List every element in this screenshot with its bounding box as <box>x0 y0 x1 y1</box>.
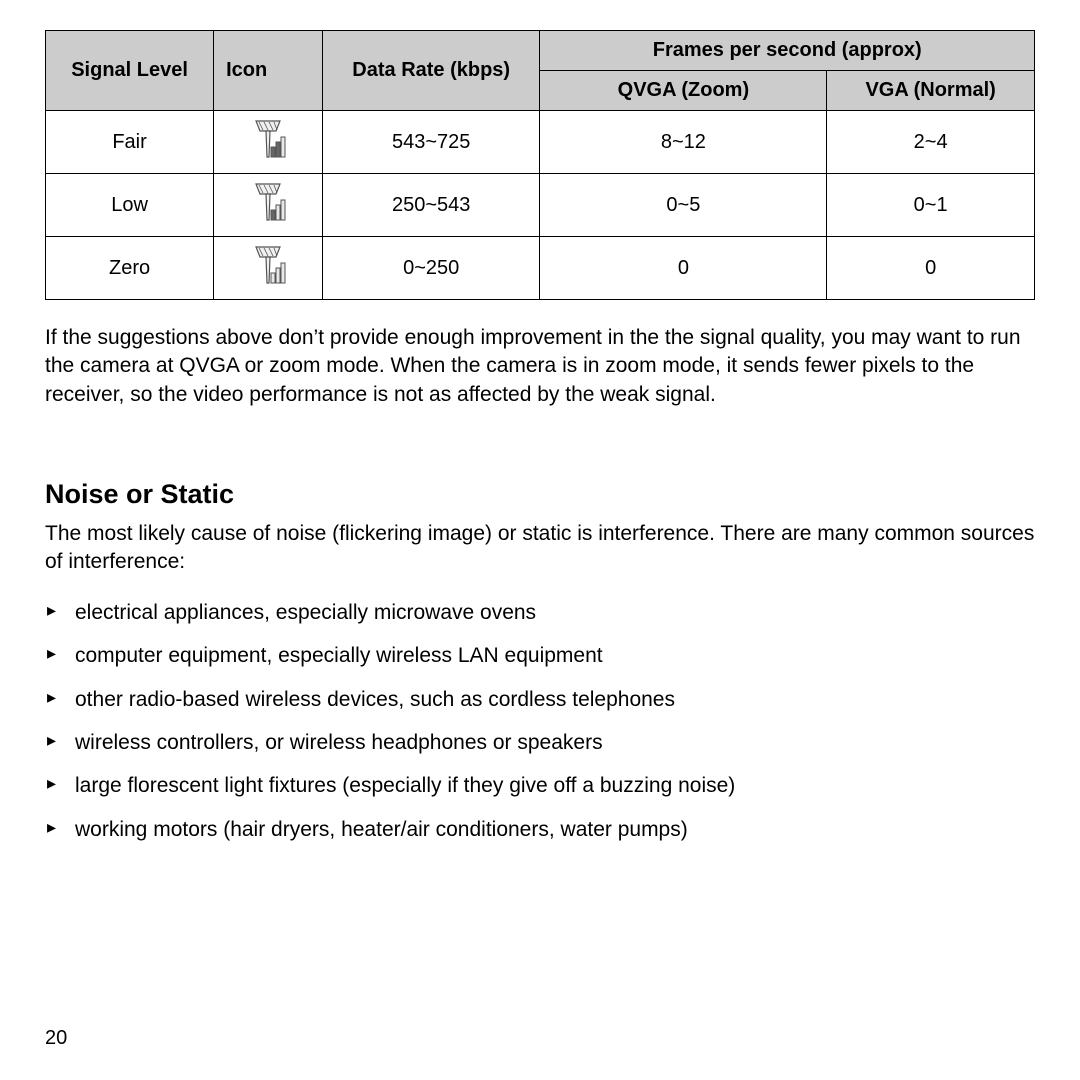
th-vga: VGA (Normal) <box>827 71 1035 111</box>
cell-vga: 2~4 <box>827 111 1035 174</box>
heading-noise: Noise or Static <box>45 479 1035 510</box>
signal-strength-icon <box>246 207 290 229</box>
th-signal: Signal Level <box>46 31 214 111</box>
table-row: Zero0~25000 <box>46 237 1035 300</box>
cell-icon <box>214 237 323 300</box>
interference-list: electrical appliances, especially microw… <box>45 591 1035 851</box>
cell-qvga: 0 <box>540 237 827 300</box>
list-item: large florescent light fixtures (especia… <box>45 764 1035 807</box>
cell-signal: Low <box>46 174 214 237</box>
signal-table: Signal Level Icon Data Rate (kbps) Frame… <box>45 30 1035 300</box>
signal-table-body: Fair 543~7258~122~4 Low 250~5430~50~1 Zero 0~… <box>46 111 1035 300</box>
th-qvga: QVGA (Zoom) <box>540 71 827 111</box>
cell-vga: 0~1 <box>827 174 1035 237</box>
table-row: Low 250~5430~50~1 <box>46 174 1035 237</box>
cell-icon <box>214 111 323 174</box>
page-number: 20 <box>45 1027 67 1050</box>
th-rate: Data Rate (kbps) <box>322 31 540 111</box>
cell-icon <box>214 174 323 237</box>
list-item: wireless controllers, or wireless headph… <box>45 721 1035 764</box>
list-item: electrical appliances, especially microw… <box>45 591 1035 634</box>
cell-signal: Fair <box>46 111 214 174</box>
th-icon: Icon <box>214 31 323 111</box>
cell-signal: Zero <box>46 237 214 300</box>
cell-qvga: 8~12 <box>540 111 827 174</box>
cell-rate: 0~250 <box>322 237 540 300</box>
table-row: Fair 543~7258~122~4 <box>46 111 1035 174</box>
th-fps: Frames per second (approx) <box>540 31 1035 71</box>
list-item: other radio-based wireless devices, such… <box>45 678 1035 721</box>
cell-vga: 0 <box>827 237 1035 300</box>
cell-rate: 543~725 <box>322 111 540 174</box>
cell-rate: 250~543 <box>322 174 540 237</box>
signal-strength-icon <box>246 270 290 292</box>
list-item: computer equipment, especially wireless … <box>45 634 1035 677</box>
paragraph-interference: The most likely cause of noise (flickeri… <box>45 520 1035 577</box>
signal-strength-icon <box>246 144 290 166</box>
cell-qvga: 0~5 <box>540 174 827 237</box>
paragraph-qvga-note: If the suggestions above don’t provide e… <box>45 324 1035 409</box>
list-item: working motors (hair dryers, heater/air … <box>45 808 1035 851</box>
